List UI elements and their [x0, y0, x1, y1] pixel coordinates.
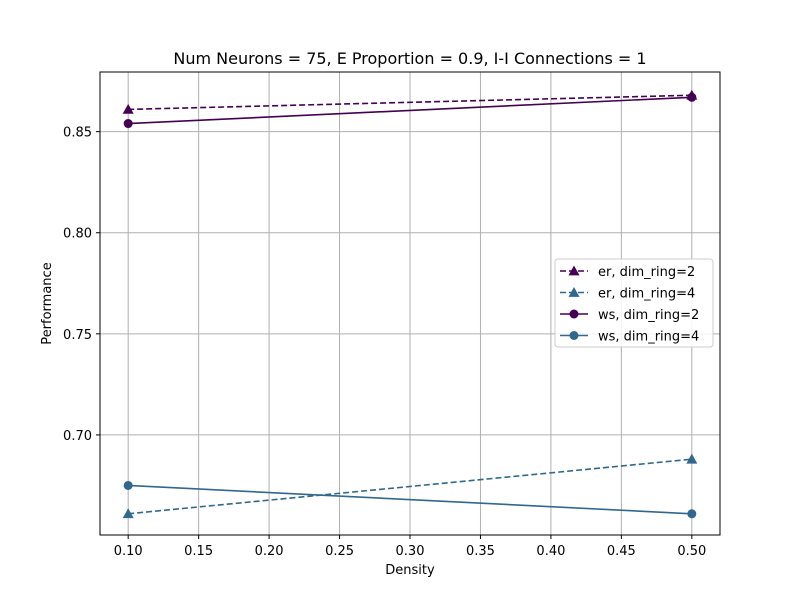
data-point-marker — [123, 119, 133, 129]
series-group — [122, 89, 698, 519]
legend-entry: er, dim_ring=2 — [560, 265, 695, 280]
y-tick-label: 0.70 — [63, 429, 92, 444]
x-tick-label: 0.50 — [677, 544, 706, 559]
data-point-marker — [686, 453, 698, 464]
x-tick-label: 0.30 — [396, 544, 425, 559]
legend-label: er, dim_ring=4 — [598, 287, 695, 302]
y-tick-label: 0.75 — [63, 328, 92, 343]
series-line — [128, 458, 692, 515]
x-tick-label: 0.35 — [466, 544, 495, 559]
data-point-marker — [687, 509, 697, 519]
y-tick-label: 0.85 — [63, 126, 92, 141]
series-2 — [122, 453, 698, 519]
y-tick-label: 0.80 — [63, 227, 92, 242]
legend-marker — [569, 309, 579, 319]
legend-entry: ws, dim_ring=2 — [560, 308, 699, 323]
legend: er, dim_ring=2 er, dim_ring=4 ws, dim_ring… — [554, 258, 714, 348]
x-tick-label: 0.40 — [536, 544, 565, 559]
x-tick-label: 0.15 — [184, 544, 213, 559]
data-point-marker — [122, 508, 134, 519]
legend-marker — [568, 287, 580, 297]
data-point-marker — [123, 480, 133, 490]
legend-label: ws, dim_ring=4 — [598, 330, 699, 345]
legend-marker — [569, 331, 579, 340]
series-4 — [123, 480, 697, 519]
x-tick-label: 0.25 — [325, 544, 354, 559]
y-axis-label: Performance — [40, 262, 55, 344]
axis-ticks: 0.10 0.15 0.20 0.25 0.30 0.35 0.40 0.45 0.50 0.70… — [63, 126, 706, 559]
series-3 — [123, 92, 697, 129]
legend-label: ws, dim_ring=2 — [598, 308, 699, 323]
legend-box — [554, 258, 714, 348]
series-line — [128, 94, 692, 111]
x-tick-label: 0.20 — [255, 544, 284, 559]
x-tick-label: 0.45 — [607, 544, 636, 559]
data-point-marker — [122, 103, 134, 114]
data-point-marker — [687, 92, 697, 102]
chart-title: Num Neurons = 75, E Proportion = 0.9, I-… — [173, 49, 646, 68]
series-line — [128, 96, 692, 125]
legend-label: er, dim_ring=2 — [598, 265, 695, 280]
legend-marker — [568, 265, 580, 276]
x-tick-label: 0.10 — [114, 544, 143, 559]
legend-entry: er, dim_ring=4 — [560, 287, 695, 302]
legend-entry: ws, dim_ring=4 — [560, 330, 699, 345]
series-line — [128, 484, 692, 515]
x-axis-label: Density — [385, 563, 435, 578]
